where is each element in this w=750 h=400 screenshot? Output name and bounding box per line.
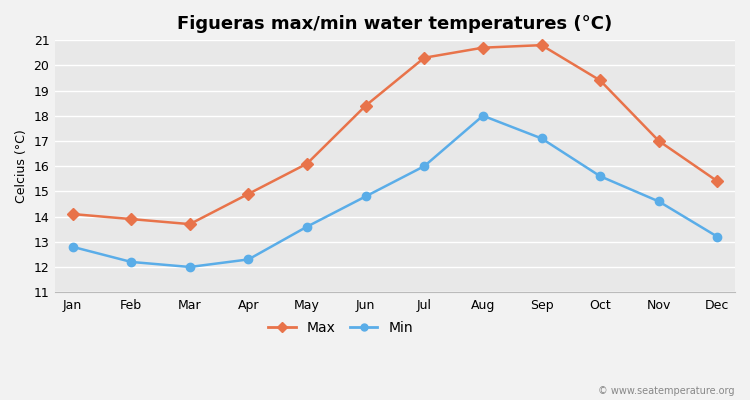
- Y-axis label: Celcius (°C): Celcius (°C): [15, 129, 28, 203]
- Text: © www.seatemperature.org: © www.seatemperature.org: [598, 386, 735, 396]
- Min: [654, 199, 663, 204]
- Max: [654, 138, 663, 143]
- Line: Min: Min: [68, 112, 722, 271]
- Max: [596, 78, 604, 83]
- Line: Max: Max: [68, 41, 722, 228]
- Min: [68, 244, 77, 249]
- Min: [537, 136, 546, 141]
- Min: [185, 264, 194, 269]
- Min: [420, 164, 429, 168]
- Min: [302, 224, 311, 229]
- Title: Figueras max/min water temperatures (°C): Figueras max/min water temperatures (°C): [177, 15, 613, 33]
- Max: [362, 103, 370, 108]
- Min: [244, 257, 253, 262]
- Max: [244, 192, 253, 196]
- Max: [478, 45, 488, 50]
- Legend: Max, Min: Max, Min: [262, 316, 419, 341]
- Max: [127, 217, 136, 222]
- Min: [362, 194, 370, 199]
- Min: [478, 113, 488, 118]
- Max: [185, 222, 194, 226]
- Max: [68, 212, 77, 216]
- Max: [420, 55, 429, 60]
- Min: [596, 174, 604, 179]
- Max: [537, 43, 546, 48]
- Min: [127, 260, 136, 264]
- Max: [713, 179, 722, 184]
- Min: [713, 234, 722, 239]
- Max: [302, 161, 311, 166]
